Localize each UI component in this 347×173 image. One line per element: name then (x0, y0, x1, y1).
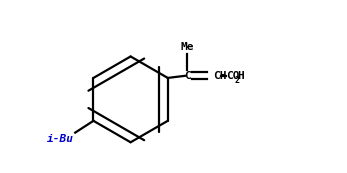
Text: H: H (237, 71, 244, 81)
Text: Me: Me (180, 42, 194, 52)
Text: CO: CO (226, 71, 239, 81)
Text: 2: 2 (235, 76, 240, 85)
Text: C: C (184, 71, 191, 81)
Text: i-Bu: i-Bu (46, 134, 74, 144)
Text: CH: CH (213, 71, 226, 81)
